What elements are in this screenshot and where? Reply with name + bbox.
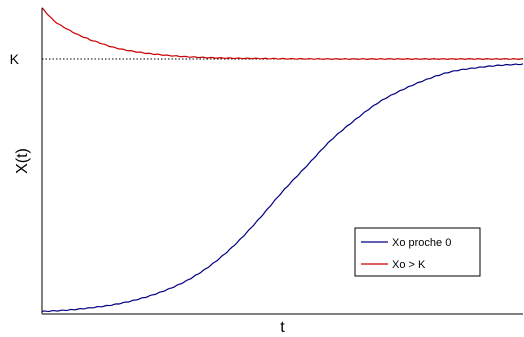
y-tick-label-k: K (10, 51, 20, 67)
legend-box (354, 227, 481, 277)
legend: Xo proche 0 Xo > K (354, 227, 481, 277)
x-axis-label: t (280, 319, 285, 336)
legend-label-xo-proche-0: Xo proche 0 (392, 237, 451, 249)
series-line-xo-gt-k (41, 7, 524, 60)
legend-label-xo-gt-k: Xo > K (392, 259, 426, 271)
series-line-xo-proche-0 (41, 63, 524, 313)
y-axis-label: X(t) (14, 148, 31, 174)
series-layer (41, 7, 524, 313)
